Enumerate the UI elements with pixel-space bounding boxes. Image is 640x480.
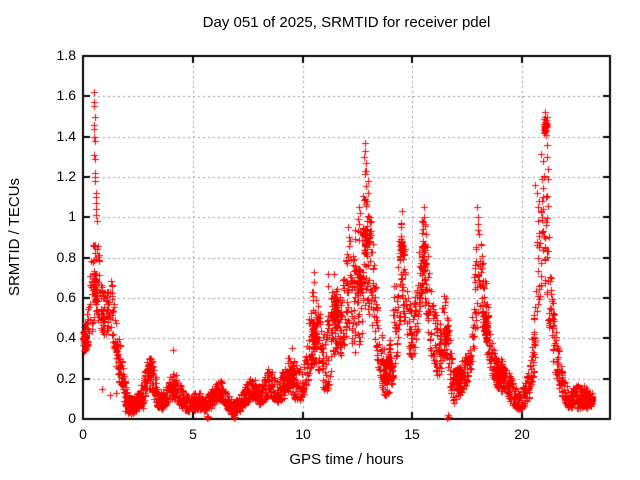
y-tick-label: 0.2: [56, 370, 76, 386]
x-tick-label: 5: [189, 426, 197, 442]
x-tick-label: 20: [514, 426, 530, 442]
x-tick-label: 10: [295, 426, 311, 442]
y-tick-label: 1: [68, 208, 76, 224]
y-tick-label: 1.8: [56, 47, 76, 63]
chart-title: Day 051 of 2025, SRMTID for receiver pde…: [202, 14, 491, 31]
y-tick-label: 0.6: [56, 289, 76, 305]
x-tick-label: 15: [404, 426, 420, 442]
x-axis-label: GPS time / hours: [289, 451, 404, 468]
y-tick-label: 1.2: [56, 168, 76, 184]
y-tick-label: 1.6: [56, 87, 76, 103]
x-tick-label: 0: [79, 426, 87, 442]
y-tick-label: 0.4: [56, 329, 76, 345]
y-tick-label: 0: [68, 410, 76, 426]
y-tick-label: 0.8: [56, 249, 76, 265]
y-tick-label: 1.4: [56, 128, 76, 144]
y-axis-label: SRMTID / TECUs: [6, 177, 23, 297]
